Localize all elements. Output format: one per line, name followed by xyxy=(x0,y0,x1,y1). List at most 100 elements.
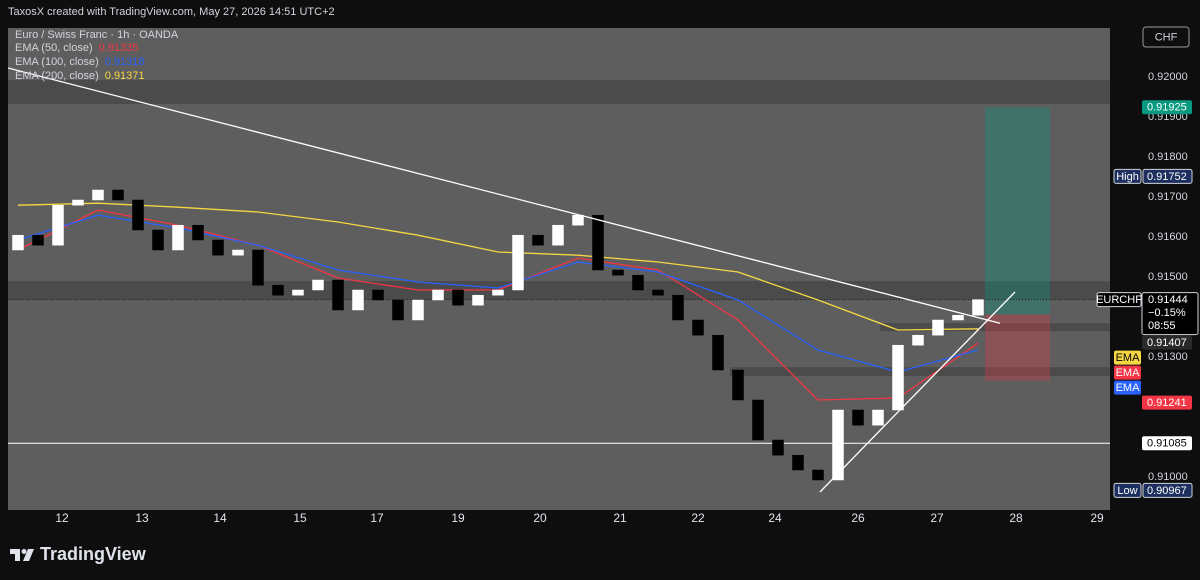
tag-box xyxy=(1114,380,1141,395)
tag-box xyxy=(1142,436,1192,451)
tag-box xyxy=(1113,168,1142,184)
legend-entry: EMA (100, close) xyxy=(15,56,99,68)
x-tick-label: 28 xyxy=(1009,511,1023,525)
brand-name: TradingView xyxy=(40,544,147,564)
x-tick-label: 26 xyxy=(851,511,865,525)
candle-body xyxy=(72,199,84,206)
x-tick-label: 27 xyxy=(930,511,944,525)
y-tick-label: 0.91300 xyxy=(1148,351,1188,363)
y-tick-label: 0.91800 xyxy=(1148,151,1188,163)
logo-dot xyxy=(21,549,27,554)
candle-body xyxy=(92,189,104,201)
candle-body xyxy=(412,299,424,321)
candle-body xyxy=(732,369,744,401)
candle-body xyxy=(252,249,264,286)
zone xyxy=(8,281,1110,300)
logo-mark xyxy=(10,549,20,561)
candle-body xyxy=(712,334,724,371)
symbol-title: Euro / Swiss Franc · 1h · OANDA xyxy=(15,29,179,41)
legend-value: 0.91335 xyxy=(99,42,139,54)
countdown-tag: 08:55 xyxy=(1148,320,1176,332)
candle-body xyxy=(972,299,984,316)
trendline xyxy=(8,67,1001,324)
candle-body xyxy=(372,289,384,301)
x-tick-label: 22 xyxy=(691,511,705,525)
tag-box xyxy=(1113,482,1142,498)
tag-box xyxy=(1142,482,1193,498)
x-tick-label: 12 xyxy=(55,511,69,525)
candle-body xyxy=(232,249,244,256)
ema-tag: EMA xyxy=(1116,382,1141,394)
candle-body xyxy=(752,399,764,441)
zone xyxy=(730,367,1110,376)
tag-box xyxy=(1142,168,1193,184)
x-tick-label: 29 xyxy=(1090,511,1104,525)
candle-body xyxy=(132,199,144,231)
candle-body xyxy=(792,454,804,471)
symbol-tag: EURCHF xyxy=(1096,294,1142,306)
candle-body xyxy=(452,289,464,306)
candle-body xyxy=(32,234,44,246)
tag-box xyxy=(1142,335,1192,350)
candle-body xyxy=(612,269,624,276)
high-label: High xyxy=(1116,171,1139,183)
candle-body xyxy=(192,224,204,241)
change-tag: −0.15% xyxy=(1148,307,1186,319)
candle-body xyxy=(672,294,684,321)
candle-body xyxy=(312,279,324,291)
legend-entry: EMA (200, close) xyxy=(15,70,99,82)
x-tick-label: 21 xyxy=(613,511,627,525)
candle-body xyxy=(772,439,784,456)
plot-area xyxy=(8,28,1110,510)
currency-label[interactable]: CHF xyxy=(1155,31,1178,43)
candle-body xyxy=(812,469,824,481)
zone xyxy=(8,80,1110,104)
candle-body xyxy=(512,234,524,291)
tag-box xyxy=(1142,395,1192,410)
candle-body xyxy=(172,224,184,251)
legend-entry: EMA (50, close) xyxy=(15,42,93,54)
candle-body xyxy=(352,289,364,311)
x-tick-label: 17 xyxy=(370,511,384,525)
high-tag: 0.91752 xyxy=(1147,171,1187,183)
ema-tag: EMA xyxy=(1116,352,1141,364)
plot xyxy=(8,67,1110,493)
candle-body xyxy=(592,214,604,271)
zone xyxy=(880,323,1110,332)
y-tick-label: 0.92000 xyxy=(1148,71,1188,83)
x-tick-label: 19 xyxy=(451,511,465,525)
candle-body xyxy=(952,314,964,321)
tag-box xyxy=(1142,100,1192,115)
candle-body xyxy=(532,234,544,246)
x-tick-label: 24 xyxy=(768,511,782,525)
candle-body xyxy=(12,234,24,251)
x-tick-label: 15 xyxy=(293,511,307,525)
currency-button[interactable]: CHF xyxy=(1142,26,1190,48)
candle-body xyxy=(392,299,404,321)
entry-tag: 0.91407 xyxy=(1147,337,1187,349)
tag-box xyxy=(1096,292,1142,308)
x-tick-label: 13 xyxy=(135,511,149,525)
candle-body xyxy=(272,284,284,296)
candle-body xyxy=(552,224,564,246)
price-axis: 0.920000.919000.918000.917000.916000.915… xyxy=(1096,71,1199,498)
last-price-tag: 0.91444 xyxy=(1148,294,1188,306)
legend-value: 0.91371 xyxy=(105,70,145,82)
candle-body xyxy=(292,289,304,296)
candle-body xyxy=(632,274,644,291)
hline-tag: 0.91085 xyxy=(1147,438,1187,450)
tag-box xyxy=(1114,365,1141,380)
y-tick-label: 0.91500 xyxy=(1148,271,1188,283)
ema-tag: EMA xyxy=(1116,367,1141,379)
candle-body xyxy=(472,294,484,306)
candle-body xyxy=(212,239,224,256)
candle-body xyxy=(332,279,344,311)
tag-box xyxy=(1141,292,1199,336)
currency-button-frame[interactable] xyxy=(1142,26,1190,48)
candle-body xyxy=(492,289,504,296)
candle-body xyxy=(152,229,164,251)
brand-logo: TradingView xyxy=(10,544,147,564)
x-tick-label: 14 xyxy=(213,511,227,525)
ema-line xyxy=(17,202,979,331)
position-loss xyxy=(985,314,1050,381)
